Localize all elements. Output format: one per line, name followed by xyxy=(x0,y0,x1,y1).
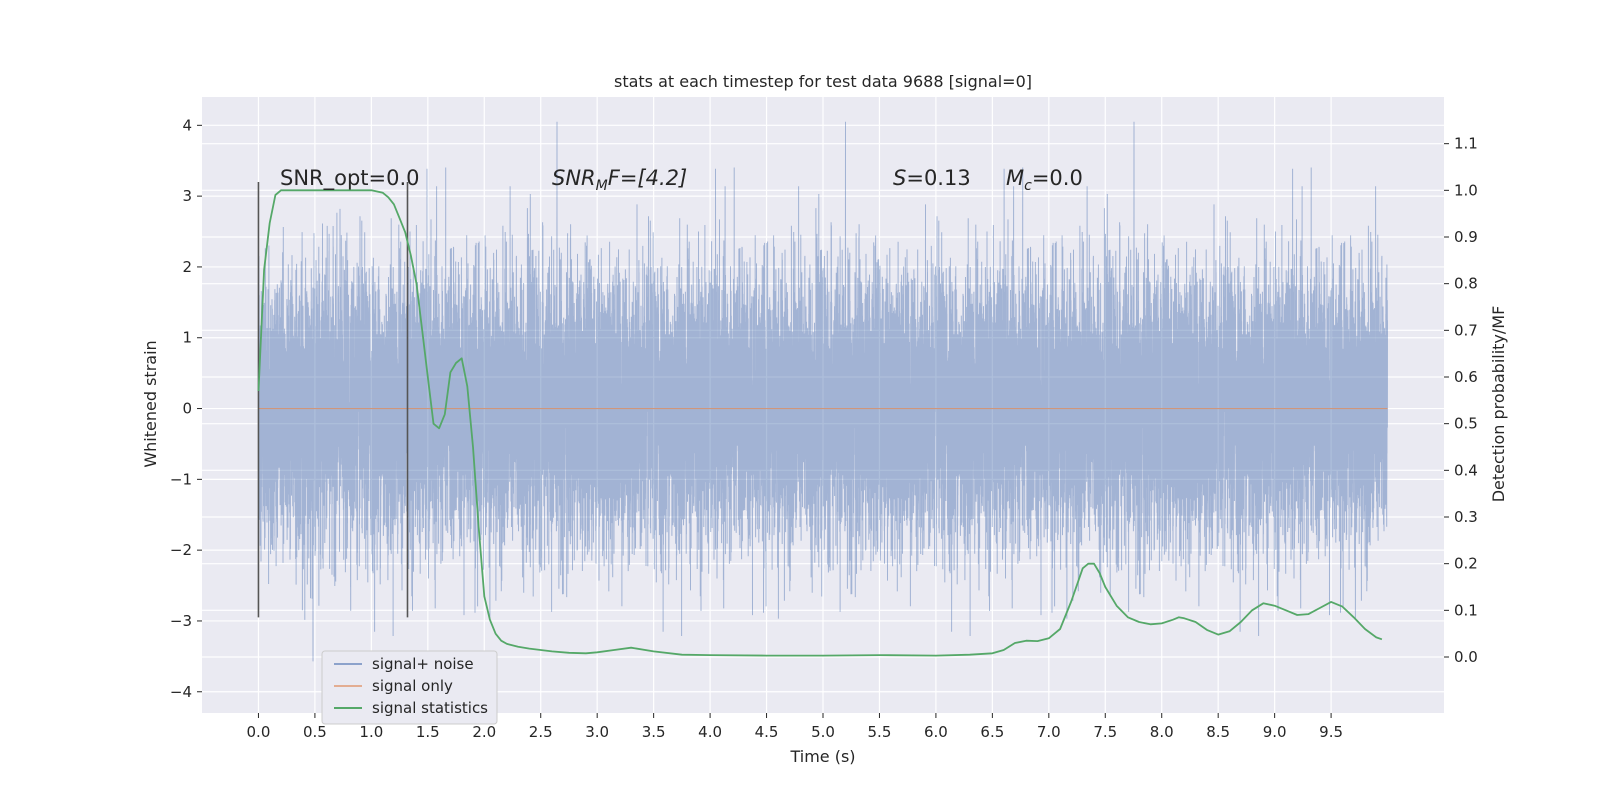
y2-axis-label: Detection probability/MF xyxy=(1489,306,1508,503)
legend: signal+ noise signal only signal statist… xyxy=(321,650,498,725)
x-tick-label: 7.5 xyxy=(1093,723,1117,741)
x-tick-label: 4.0 xyxy=(698,723,722,741)
legend-label-signal-only: signal only xyxy=(372,677,453,695)
y2-axis-ticks: 1.1 1.0 0.9 0.8 0.7 0.6 0.5 0.4 0.3 0.2 0.1 0.0 xyxy=(1444,135,1478,666)
y2-tick-label: 0.6 xyxy=(1454,368,1478,386)
x-tick-label: 8.0 xyxy=(1150,723,1174,741)
x-tick-label: 5.5 xyxy=(868,723,892,741)
x-tick-label: 6.0 xyxy=(924,723,948,741)
y2-tick-label: 0.8 xyxy=(1454,275,1478,293)
x-tick-label: 5.0 xyxy=(811,723,835,741)
annotation-s: S=0.13 xyxy=(893,166,971,190)
y-axis-ticks: 4 3 2 1 0 −1 −2 −3 −4 xyxy=(170,116,202,701)
y2-tick-label: 0.1 xyxy=(1454,601,1478,619)
y2-tick-label: 0.4 xyxy=(1454,461,1478,479)
y-tick-label: −3 xyxy=(170,612,192,630)
vertical-markers xyxy=(257,181,409,618)
x-tick-label: 3.0 xyxy=(585,723,609,741)
x-tick-label: 4.5 xyxy=(755,723,779,741)
annotation-snr-mf-rest: F=[4.2] xyxy=(608,166,687,190)
annotation-s-symbol: S xyxy=(893,166,906,190)
signal-noise-line xyxy=(258,121,1388,662)
annotation-mc-symbol: M xyxy=(1006,166,1024,190)
y2-tick-label: 0.9 xyxy=(1454,228,1478,246)
x-tick-label: 2.0 xyxy=(472,723,496,741)
annotation-mc: Mc=0.0 xyxy=(1006,166,1083,194)
signal-noise-series xyxy=(258,121,1388,662)
annotation-mc-sub: c xyxy=(1024,178,1032,194)
annotation-s-value: =0.13 xyxy=(906,166,970,190)
y-tick-label: −4 xyxy=(170,683,192,701)
annotation-snr-mf: SNRMF=[4.2] xyxy=(552,166,687,194)
x-tick-label: 1.0 xyxy=(359,723,383,741)
legend-label-signal-statistics: signal statistics xyxy=(372,699,488,717)
chart-title: stats at each timestep for test data 968… xyxy=(614,72,1032,91)
y2-tick-label: 1.0 xyxy=(1454,181,1478,199)
y2-tick-label: 0.5 xyxy=(1454,415,1478,433)
y-tick-label: 2 xyxy=(182,258,192,276)
x-tick-label: 7.0 xyxy=(1037,723,1061,741)
y-tick-label: 3 xyxy=(182,187,192,205)
x-tick-label: 0.5 xyxy=(303,723,327,741)
y2-tick-label: 0.0 xyxy=(1454,648,1478,666)
x-tick-label: 8.5 xyxy=(1206,723,1230,741)
annotation-mc-value: =0.0 xyxy=(1032,166,1083,190)
y2-tick-label: 1.1 xyxy=(1454,135,1478,153)
x-tick-label: 2.5 xyxy=(529,723,553,741)
y-tick-label: −2 xyxy=(170,541,192,559)
annotation-snr-mf-sub: M xyxy=(596,178,608,194)
x-tick-label: 6.5 xyxy=(980,723,1004,741)
legend-box xyxy=(321,650,498,725)
y2-tick-label: 0.7 xyxy=(1454,321,1478,339)
annotation-snr-opt: SNR_opt=0.0 xyxy=(280,166,420,191)
y-tick-label: 0 xyxy=(182,400,192,418)
y2-tick-label: 0.3 xyxy=(1454,508,1478,526)
y-tick-label: −1 xyxy=(170,470,192,488)
legend-label-signal-noise: signal+ noise xyxy=(372,655,474,673)
x-tick-label: 0.0 xyxy=(247,723,271,741)
y2-tick-label: 0.2 xyxy=(1454,555,1478,573)
grid xyxy=(202,97,1444,713)
x-axis-ticks: 0.0 0.5 1.0 1.5 2.0 2.5 3.0 3.5 4.0 4.5 5.0 5.5 6.0 6… xyxy=(247,713,1343,741)
annotation-snr-mf-prefix: SNR xyxy=(552,166,596,190)
y-tick-label: 4 xyxy=(182,116,192,134)
x-tick-label: 9.0 xyxy=(1263,723,1287,741)
x-tick-label: 3.5 xyxy=(642,723,666,741)
signal-statistics-series xyxy=(257,189,1383,657)
x-tick-label: 9.5 xyxy=(1319,723,1343,741)
x-tick-label: 1.5 xyxy=(416,723,440,741)
signal-statistics-line xyxy=(257,189,1383,657)
y-tick-label: 1 xyxy=(182,329,192,347)
x-axis-label: Time (s) xyxy=(789,747,855,766)
y-axis-label: Whitened strain xyxy=(141,340,160,467)
